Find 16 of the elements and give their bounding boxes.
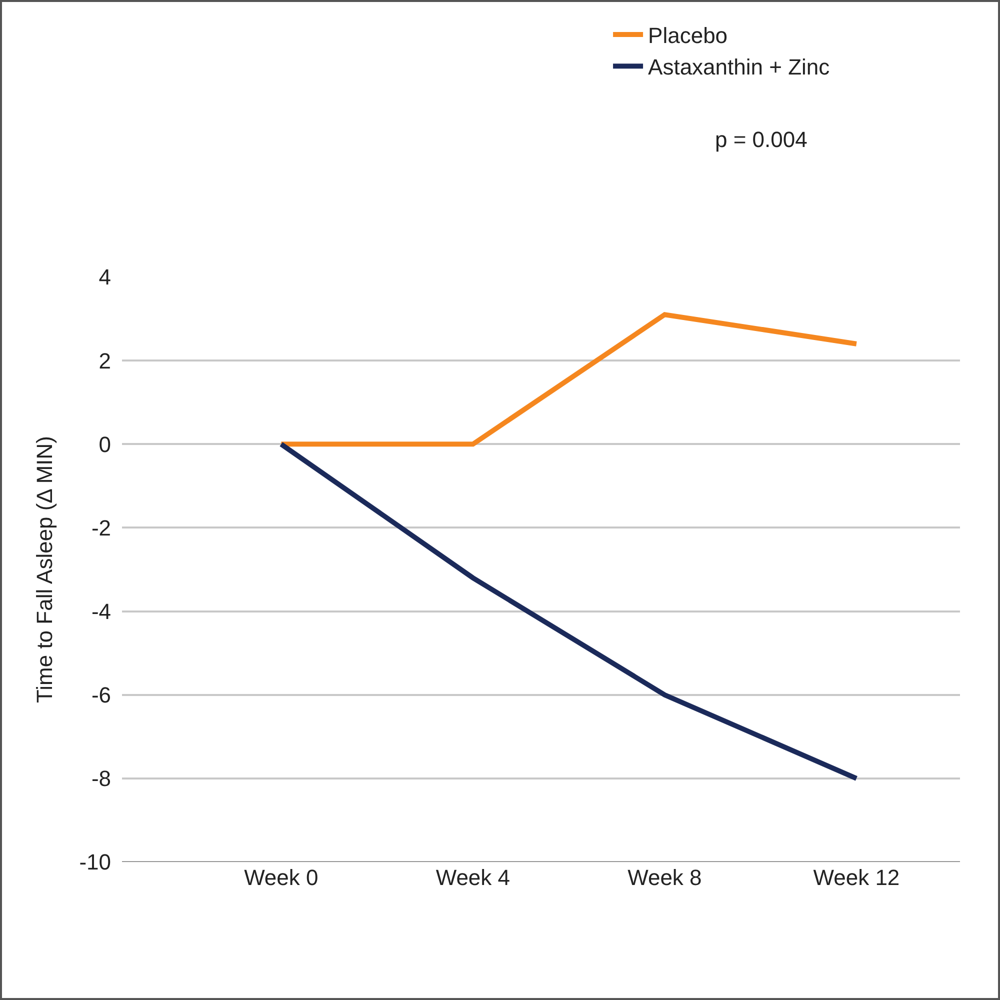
text: p = 0.004 [715,127,808,152]
y-tick-label: -2 [91,515,111,540]
x-tick-label: Week 12 [813,865,900,890]
y-tick-label: 4 [98,264,111,290]
y-tick-label: 2 [98,348,111,374]
y-tick-label: -4 [91,598,111,624]
legend-label: Placebo [648,23,728,48]
x-tick-label: Week 4 [436,865,510,890]
y-tick-label: -8 [91,766,111,792]
x-tick-label: Week 0 [244,865,318,890]
legend-label: Astaxanthin + Zinc [648,54,830,80]
x-tick-label: Week 8 [628,865,702,890]
y-tick-label: 0 [98,432,111,457]
y-tick-label: -6 [91,682,111,708]
y-axis-title: Time to Fall Asleep (Δ MIN) [32,436,58,703]
y-tick-label: -10 [79,850,111,875]
